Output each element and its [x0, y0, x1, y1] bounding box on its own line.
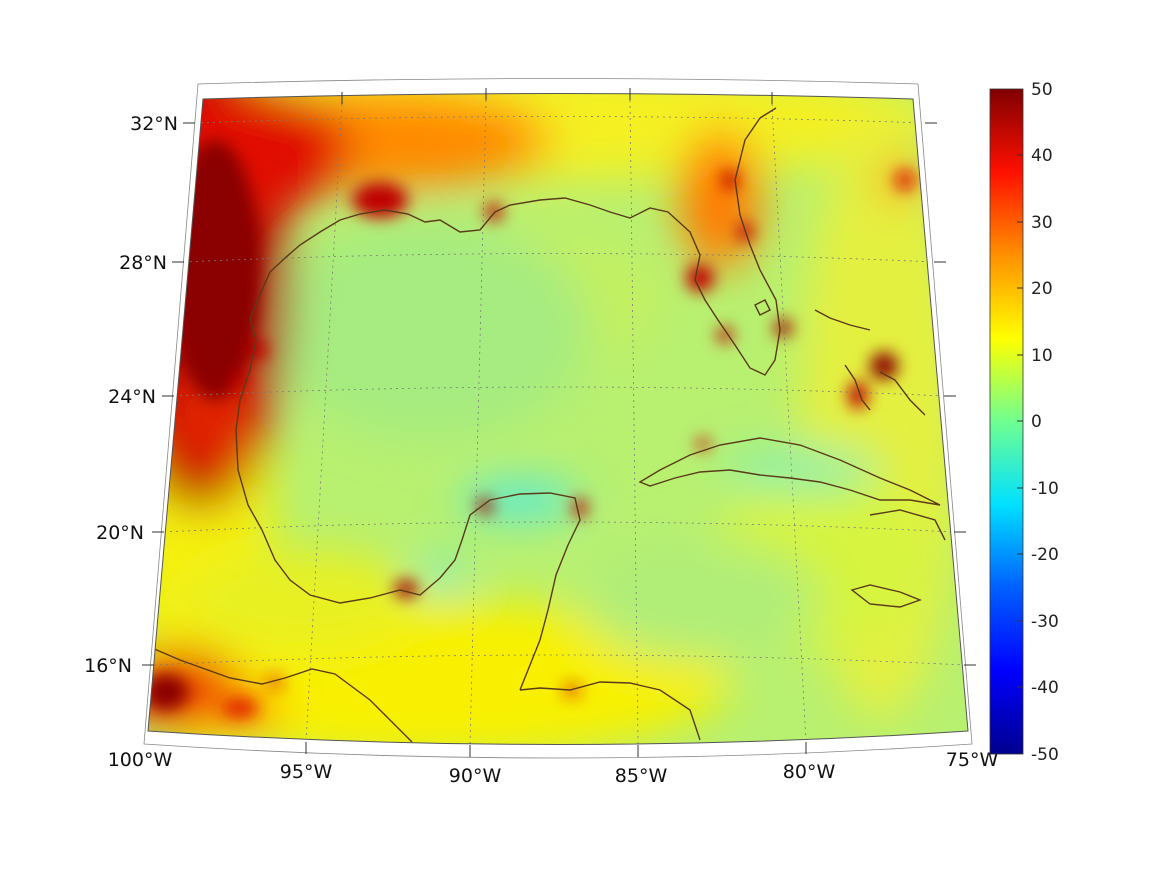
map-frame [147, 93, 969, 745]
lon-label-100w: 100°W [108, 749, 173, 771]
lon-label-75w: 75°W [946, 749, 999, 771]
map-frame-outer [143, 78, 973, 759]
latitude-labels: 32°N 28°N 24°N 20°N 16°N [84, 113, 178, 677]
coastlines [151, 107, 946, 743]
colorbar-label-neg40: -40 [1031, 678, 1059, 698]
frame-ticks [142, 88, 976, 757]
colorbar-label-neg20: -20 [1031, 545, 1059, 565]
colorbar-ticks [1017, 154, 1023, 688]
colorbar-label-40: 40 [1031, 146, 1053, 166]
graticule [153, 99, 965, 745]
lat-label-28n: 28°N [119, 252, 167, 274]
lat-label-32n: 32°N [130, 113, 178, 135]
colorbar-label-10: 10 [1031, 346, 1053, 366]
lat-label-20n: 20°N [96, 522, 144, 544]
colorbar: 50 40 30 20 10 0 -10 -20 -30 -40 -50 [989, 80, 1059, 765]
map-area [148, 93, 968, 745]
lat-label-24n: 24°N [108, 386, 156, 408]
longitude-labels: 100°W 95°W 90°W 85°W 80°W 75°W [108, 749, 999, 787]
lon-label-85w: 85°W [615, 765, 668, 787]
lon-label-90w: 90°W [449, 765, 502, 787]
lon-label-95w: 95°W [280, 761, 333, 783]
colorbar-label-neg10: -10 [1031, 479, 1059, 499]
colorbar-label-0: 0 [1031, 412, 1042, 432]
colorbar-label-neg50: -50 [1031, 745, 1059, 765]
colorbar-label-neg30: -30 [1031, 612, 1059, 632]
colorbar-label-20: 20 [1031, 279, 1053, 299]
colorbar-label-50: 50 [1031, 80, 1053, 100]
lat-label-16n: 16°N [84, 655, 132, 677]
lon-label-80w: 80°W [783, 761, 836, 783]
colorbar-label-30: 30 [1031, 213, 1053, 233]
